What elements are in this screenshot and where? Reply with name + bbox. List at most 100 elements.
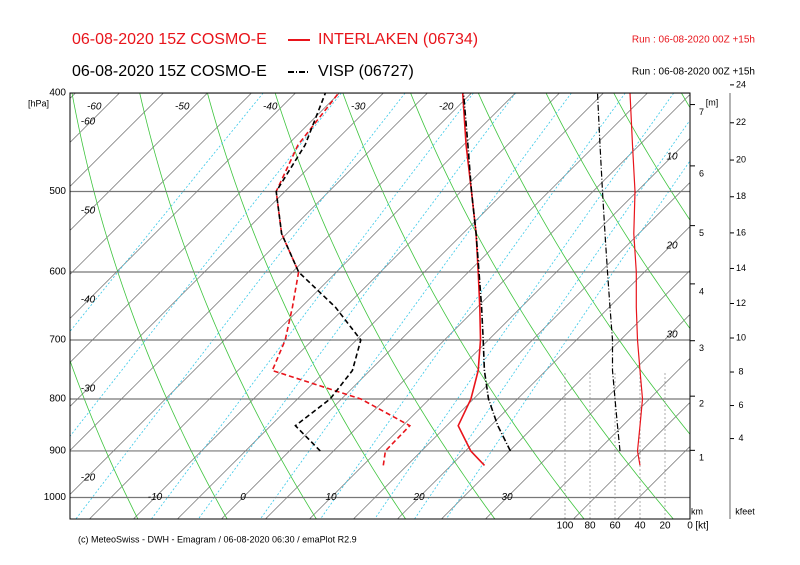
wind-tick-label: 40	[634, 521, 646, 532]
y-tick-label: 900	[49, 446, 66, 457]
y-axis-title: [hPa]	[28, 98, 49, 108]
isotherm	[441, 270, 690, 519]
isotherm	[0, 93, 31, 519]
wind-tick-label: 80	[584, 521, 596, 532]
mixing-ratio	[70, 93, 264, 333]
dry-adiabat	[342, 93, 585, 519]
legend-label: INTERLAKEN (06734)	[318, 31, 478, 48]
kfeet-tick-label: 22	[736, 117, 746, 127]
height-label: [m]	[706, 97, 719, 107]
height-tick-label: 6	[699, 168, 704, 178]
isotherm-label: -50	[175, 102, 190, 113]
line-label: -40	[81, 295, 96, 306]
height-tick-label: 3	[699, 343, 704, 353]
line-label: -20	[81, 473, 96, 484]
isotherm	[89, 93, 516, 519]
kfeet-tick-label: 16	[736, 227, 746, 237]
wind-tick-label: 0	[687, 521, 693, 532]
wind-tick-label: 100	[557, 521, 574, 532]
dry-adiabat	[680, 93, 690, 109]
kfeet-label: kfeet	[735, 506, 755, 516]
isotherm	[133, 93, 560, 519]
kfeet-tick-label: 12	[736, 298, 746, 308]
temperature-profile	[457, 93, 486, 466]
mixing-ratio	[197, 93, 516, 519]
kfeet-tick-label: 8	[738, 366, 743, 376]
kfeet-tick-label: 14	[736, 263, 746, 273]
plot-area	[0, 70, 800, 523]
isotherm	[70, 93, 252, 275]
mixing-ratio	[445, 160, 690, 519]
dry-adiabat	[70, 359, 139, 519]
line-label: -30	[81, 384, 96, 395]
isotherm	[177, 93, 604, 519]
dewpoint-profile	[275, 93, 362, 452]
y-tick-label: 1000	[44, 492, 67, 503]
height-tick-label: 5	[699, 228, 704, 238]
isotherm	[617, 446, 690, 519]
isotherm	[70, 93, 428, 451]
isotherm-label: -60	[87, 102, 102, 113]
dry-adiabat	[477, 93, 690, 435]
mixing-ratio	[319, 93, 626, 519]
isotherm	[221, 93, 648, 519]
wind-tick-label: 60	[609, 521, 621, 532]
kfeet-tick-label: 18	[736, 191, 746, 201]
dry-adiabat	[207, 93, 407, 519]
isotherm	[70, 93, 472, 495]
kfeet-tick-label: 20	[736, 154, 746, 164]
isotherm	[573, 402, 690, 519]
model-label: 06-08-2020 15Z COSMO-E	[72, 63, 267, 80]
isotherm	[485, 314, 690, 519]
mixing-ratio	[374, 93, 675, 519]
isotherm-label: 0	[240, 492, 246, 503]
dry-adiabat	[274, 93, 496, 519]
kfeet-tick-label: 6	[738, 400, 743, 410]
plot-frame	[69, 92, 691, 520]
dry-adiabat	[410, 93, 674, 519]
dewpoint-profile	[271, 93, 412, 466]
temperature-profile	[462, 93, 512, 452]
y-tick-label: 800	[49, 394, 66, 405]
wind-speed-profile	[596, 93, 621, 452]
dry-adiabat	[613, 93, 690, 221]
y-tick-label: 500	[49, 186, 66, 197]
y-tick-label: 700	[49, 335, 66, 346]
kfeet-tick-label: 10	[736, 332, 746, 342]
dry-adiabat	[71, 93, 228, 519]
isotherm	[70, 93, 296, 319]
mixing-ratio	[414, 119, 690, 519]
isotherm-label: -30	[351, 102, 366, 113]
mixing-ratio	[150, 93, 474, 519]
mixing-ratio	[70, 93, 342, 437]
isotherm-label: 20	[412, 492, 425, 503]
isotherm	[265, 94, 690, 519]
footer: (c) MeteoSwiss - DWH - Emagram / 06-08-2…	[78, 534, 357, 544]
line-label: 20	[665, 241, 678, 252]
line-label: 10	[666, 152, 678, 163]
dry-adiabat	[735, 70, 800, 523]
legend-label: VISP (06727)	[318, 63, 414, 80]
model-label: 06-08-2020 15Z COSMO-E	[72, 31, 267, 48]
line-label: 30	[666, 330, 678, 341]
height-tick-label: 1	[699, 453, 704, 463]
mixing-ratio	[259, 93, 572, 519]
wind-speed-profile	[629, 93, 644, 466]
isotherm	[70, 93, 164, 187]
dry-adiabat	[139, 93, 317, 519]
isotherm-label: 10	[325, 492, 337, 503]
isotherm	[529, 358, 690, 519]
isotherm-label: -10	[148, 492, 163, 503]
dry-adiabat	[545, 93, 690, 330]
height-label: km	[691, 506, 703, 516]
run-label: Run : 06-08-2020 00Z +15h	[632, 35, 755, 46]
isotherm-label: -40	[263, 102, 278, 113]
run-label: Run : 06-08-2020 00Z +15h	[632, 67, 755, 78]
line-label: -50	[81, 206, 96, 217]
height-tick-label: 2	[699, 399, 704, 409]
isotherm	[70, 93, 340, 363]
isotherm	[70, 93, 208, 231]
isotherm	[353, 182, 690, 519]
height-tick-label: 7	[699, 107, 704, 117]
